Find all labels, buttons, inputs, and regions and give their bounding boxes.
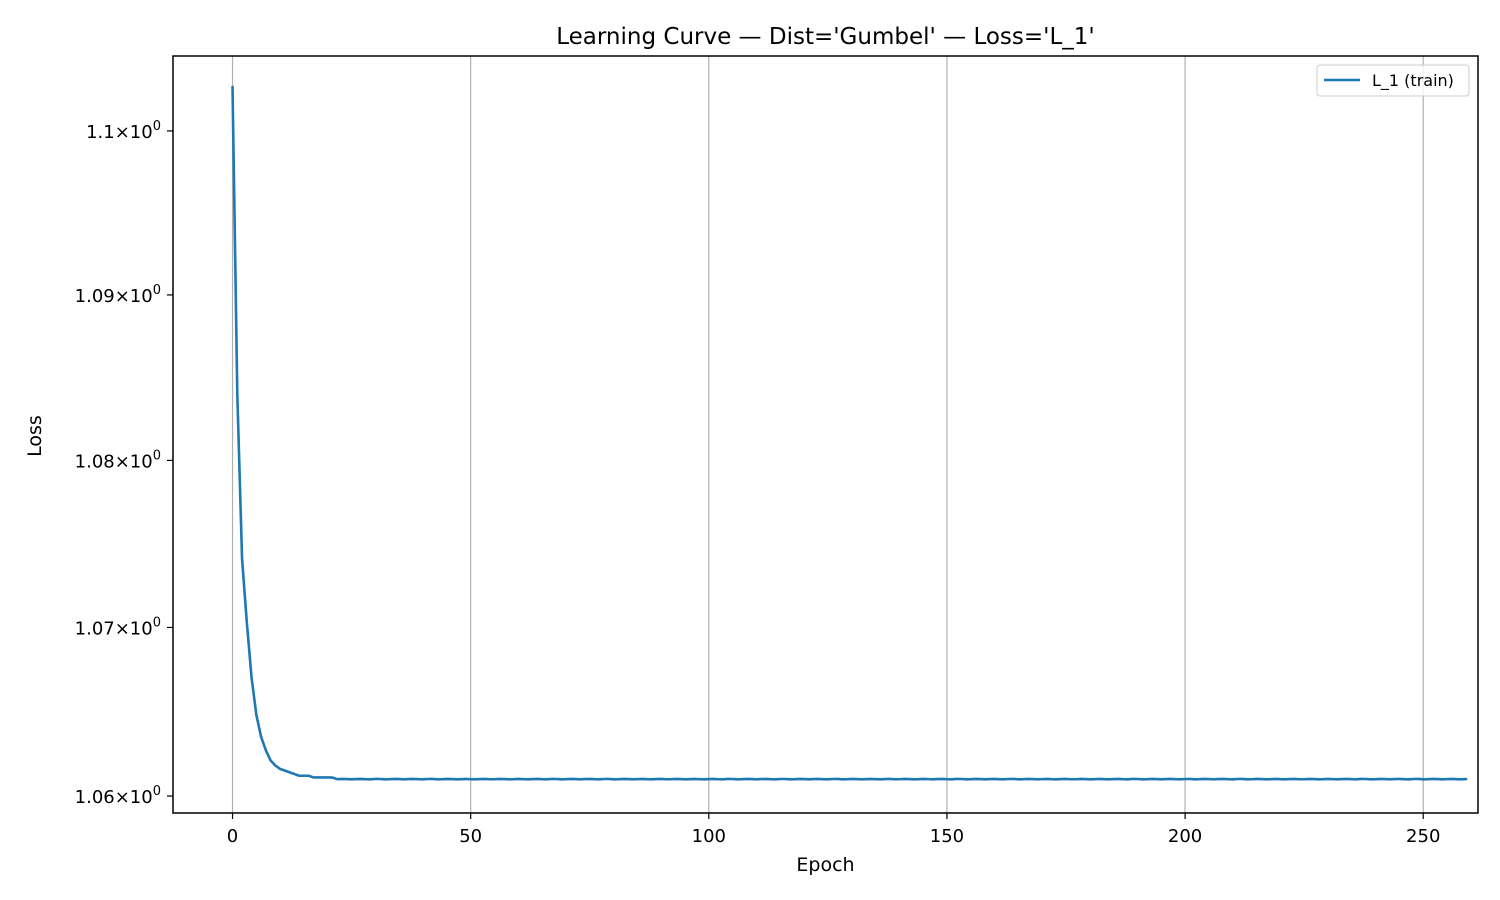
x-tick-label: 0: [227, 826, 238, 847]
x-axis-ticks: 0 50 100 150 200 250: [227, 813, 1440, 847]
grid-lines: [231, 56, 1424, 813]
x-tick-label: 200: [1168, 826, 1202, 847]
y-axis-ticks: 1.06×100 1.07×100 1.08×100 1.09×100 1.1×100: [75, 119, 173, 808]
chart-title: Learning Curve — Dist='Gumbel' — Loss='L…: [556, 24, 1095, 50]
y-tick-label: 1.09×100: [75, 283, 161, 307]
x-tick-label: 250: [1406, 826, 1440, 847]
x-axis-label: Epoch: [796, 854, 854, 876]
plot-area-frame: [172, 55, 1479, 814]
y-tick-label: 1.06×100: [75, 784, 161, 808]
legend-label-l1-train: L_1 (train): [1372, 71, 1454, 91]
y-tick-label: 1.08×100: [75, 448, 161, 472]
legend-box: [1316, 64, 1470, 97]
y-tick-label: 1.1×100: [86, 119, 161, 143]
x-tick-label: 150: [930, 826, 964, 847]
y-axis-label: Loss: [24, 415, 46, 457]
series-layer: [231, 85, 1468, 781]
x-tick-label: 50: [459, 826, 482, 847]
x-tick-label: 100: [692, 826, 726, 847]
series-line-l1-train: [231, 85, 1468, 781]
y-tick-label: 1.07×100: [75, 615, 161, 639]
legend: L_1 (train): [1316, 64, 1470, 97]
